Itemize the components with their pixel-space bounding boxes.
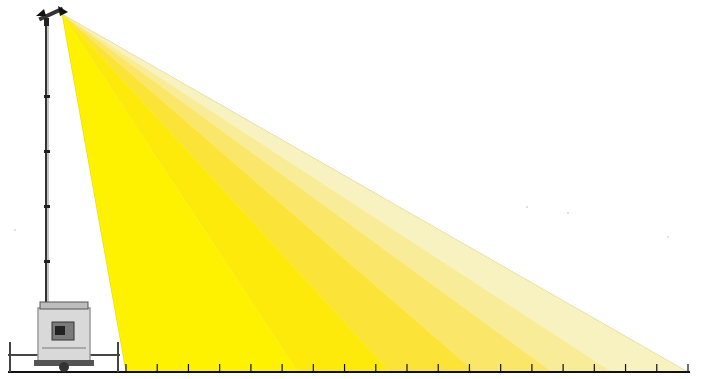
tick-marks — [125, 364, 689, 373]
trailer-wheel — [59, 362, 69, 372]
generator-trailer — [8, 301, 120, 372]
light-beam-5 — [62, 14, 612, 372]
mast-collars — [44, 95, 50, 263]
light-beam-group — [61, 13, 689, 373]
lamp-head-icon — [36, 6, 68, 26]
light-beam-3 — [62, 14, 475, 372]
ground-scale — [8, 364, 690, 373]
light-beam-4 — [62, 14, 552, 372]
beam-edge-inner — [61, 13, 127, 373]
light-tower — [36, 6, 68, 312]
beam-edge-outer — [61, 13, 689, 373]
light-beam-2 — [62, 14, 390, 372]
background-specks — [14, 206, 669, 238]
control-display — [55, 326, 65, 335]
light-beam-1 — [62, 14, 298, 372]
generator-roof — [39, 301, 89, 310]
